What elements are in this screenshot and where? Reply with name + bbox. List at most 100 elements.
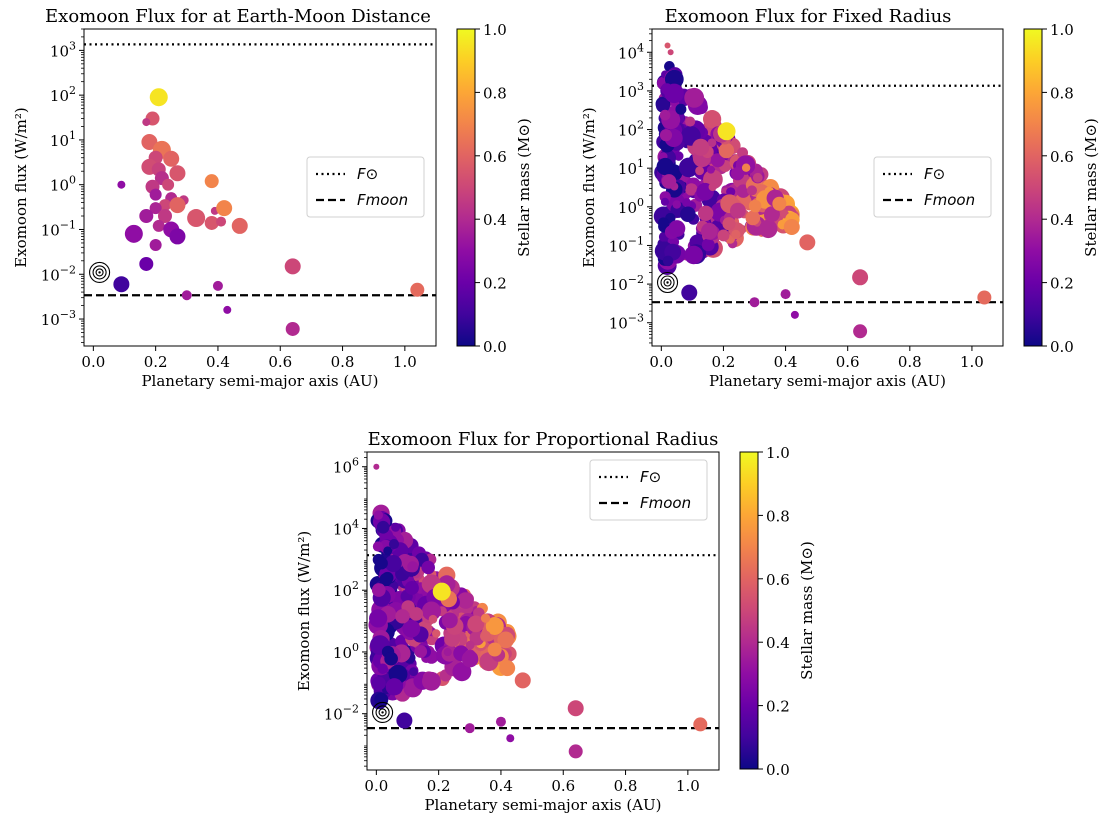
colorbar: 0.0 0.2 0.4 0.6 0.8 1.0 Stellar mass (M⊙): [739, 444, 816, 779]
x-tick-label: 0.4: [774, 353, 798, 371]
colorbar: 0.0 0.2 0.4 0.6 0.8 1.0 Stellar mass (M⊙): [1023, 21, 1100, 356]
y-tick-label: 103: [618, 80, 644, 101]
data-point: [117, 180, 126, 189]
plot-area: [84, 43, 436, 336]
data-point: [369, 609, 388, 628]
data-point: [385, 678, 403, 696]
colorbar-gradient: [739, 451, 759, 770]
legend-moon-label: Fmoon: [357, 191, 408, 209]
y-tick-label: 102: [50, 84, 76, 105]
data-point: [384, 651, 398, 666]
data-point: [682, 198, 692, 208]
earth-marker-ring: [92, 265, 107, 280]
chart-panel-2: 0.0 0.2 0.4 0.6 0.8 1.0 10−3 10−2 10−1 100 101 102 1…: [580, 6, 1100, 390]
data-point: [402, 619, 421, 638]
axes-frame: [366, 451, 720, 771]
data-point: [376, 520, 390, 534]
x-tick-label: 0.6: [836, 353, 860, 371]
data-point: [158, 199, 171, 212]
colorbar-tick-label: 1.0: [1050, 21, 1074, 39]
y-tick-label: 10−3: [41, 308, 76, 329]
data-point: [169, 228, 186, 245]
data-point: [391, 522, 401, 532]
data-point: [853, 324, 868, 339]
legend-solar-label: F⊙: [640, 468, 661, 486]
data-point: [388, 539, 400, 550]
data-point: [506, 734, 515, 743]
data-point: [852, 269, 869, 286]
data-point: [680, 206, 696, 223]
colorbar-tick-label: 0.2: [483, 275, 507, 293]
data-point: [746, 185, 757, 196]
data-point: [216, 216, 227, 227]
data-point: [726, 187, 736, 197]
legend-solar-label: F⊙: [924, 165, 945, 183]
y-tick-label: 101: [618, 157, 644, 178]
data-point: [729, 202, 746, 219]
data-point: [692, 138, 710, 156]
data-point: [169, 165, 186, 182]
colorbar: 0.0 0.2 0.4 0.6 0.8 1.0 Stellar mass (M⊙): [456, 21, 533, 356]
data-point: [157, 209, 172, 224]
data-point: [204, 174, 219, 189]
colorbar-tick-label: 0.0: [1050, 338, 1074, 356]
data-point: [681, 284, 698, 301]
y-tick-label: 100: [333, 641, 359, 662]
chart-panel-3: 0.0 0.2 0.4 0.6 0.8 1.0 10−2 100 102 104 106 Exomoo…: [295, 429, 816, 814]
data-point: [660, 197, 670, 206]
legend: F⊙ Fmoon: [306, 156, 425, 218]
plot-area: [652, 42, 1003, 339]
earth-marker-dot: [381, 711, 384, 714]
earth-marker-ring: [663, 278, 672, 287]
data-point: [124, 224, 143, 243]
y-axis-label: Exomoon flux (W/m²): [580, 107, 598, 267]
data-point: [717, 229, 730, 242]
data-point: [414, 645, 428, 658]
data-point: [675, 103, 687, 115]
data-point: [149, 88, 168, 107]
colorbar-label: Stellar mass (M⊙): [515, 118, 533, 257]
y-tick-label: 10−2: [41, 263, 76, 284]
earth-marker-ring: [372, 701, 394, 723]
data-point: [284, 258, 301, 275]
data-point: [465, 640, 475, 650]
data-point: [659, 129, 673, 142]
y-tick-label: 102: [333, 579, 359, 600]
data-point: [722, 217, 736, 231]
data-point: [373, 463, 380, 470]
data-point: [139, 256, 154, 271]
legend-moon-label: Fmoon: [640, 494, 691, 512]
data-point: [379, 573, 393, 586]
x-tick-label: 0.0: [81, 353, 105, 371]
data-point: [708, 182, 717, 192]
data-point: [152, 219, 165, 232]
y-tick-label: 104: [618, 41, 644, 62]
x-tick-label: 0.0: [364, 777, 388, 795]
data-point: [421, 671, 441, 691]
data-point: [421, 560, 435, 575]
data-point: [139, 209, 154, 224]
chart-title: Exomoon Flux for at Earth-Moon Distance: [45, 6, 431, 27]
x-tick-label: 0.6: [268, 353, 292, 371]
colorbar-tick-label: 0.4: [483, 211, 507, 229]
y-tick-label: 102: [618, 119, 644, 140]
data-point: [467, 615, 485, 633]
data-point: [113, 276, 130, 293]
earth-marker-ring: [375, 705, 390, 720]
data-point: [655, 98, 670, 113]
data-point: [674, 151, 684, 161]
legend-box: [306, 156, 425, 218]
colorbar-tick-label: 0.0: [766, 761, 790, 779]
data-point: [772, 196, 787, 211]
y-tick-label: 10−1: [609, 234, 644, 255]
earth-marker-ring: [89, 261, 111, 283]
y-tick-label: 10−3: [609, 312, 644, 333]
data-point: [371, 676, 386, 691]
data-point: [741, 163, 751, 172]
data-point: [410, 282, 425, 297]
x-axis-label: Planetary semi-major axis (AU): [424, 796, 661, 814]
y-tick-label: 10−2: [324, 703, 359, 724]
data-point: [163, 150, 180, 167]
data-point: [383, 546, 393, 556]
earth-marker-ring: [656, 271, 679, 294]
